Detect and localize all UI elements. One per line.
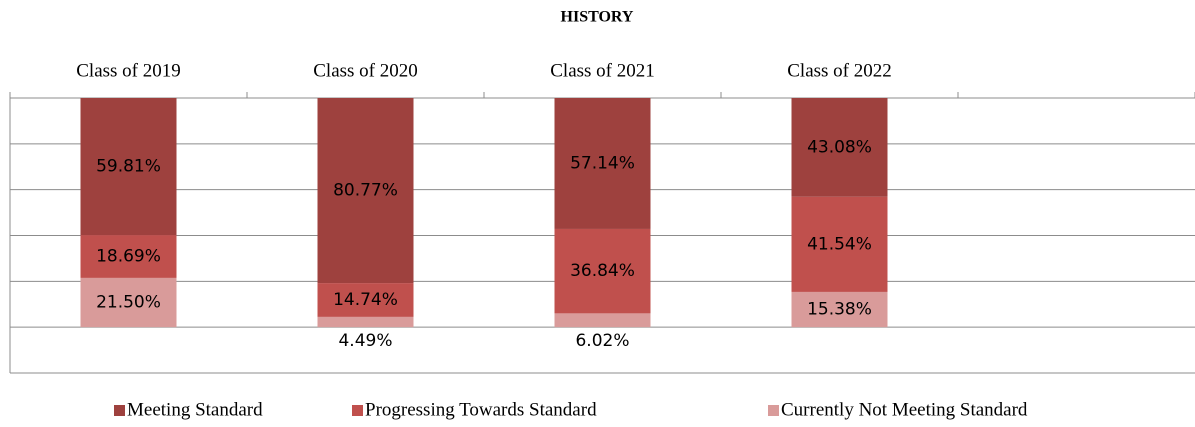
legend-swatch [352, 405, 363, 416]
bar-segment [317, 98, 414, 284]
x-tick-label: Class of 2020 [313, 60, 418, 81]
bar-segment [791, 196, 888, 292]
bar-segment [554, 98, 651, 229]
data-label: 59.81% [96, 157, 161, 177]
chart-title: HISTORY [561, 9, 634, 26]
legend-swatch [114, 405, 125, 416]
x-tick-label: Class of 2022 [787, 60, 892, 81]
data-label: 36.84% [570, 261, 635, 281]
legend-swatch [768, 405, 779, 416]
x-tick-label: Class of 2019 [76, 60, 181, 81]
data-label: 80.77% [333, 181, 398, 201]
bar-segment [317, 283, 414, 317]
bar-segment [554, 313, 651, 328]
data-label: 21.50% [96, 293, 161, 313]
data-label: 6.02% [575, 331, 629, 351]
legend-label: Meeting Standard [127, 399, 263, 420]
data-label: 14.74% [333, 290, 398, 310]
data-label: 57.14% [570, 153, 635, 173]
data-label: 18.69% [96, 246, 161, 266]
bar-segment [80, 98, 177, 236]
data-label: 4.49% [338, 331, 392, 351]
legend-label: Progressing Towards Standard [365, 399, 597, 420]
bar-segment [791, 291, 888, 328]
bar-segment [80, 277, 177, 328]
bar-segment [554, 228, 651, 314]
bar-segment [791, 98, 888, 197]
legend-label: Currently Not Meeting Standard [781, 399, 1028, 420]
x-tick-label: Class of 2021 [550, 60, 655, 81]
data-label: 15.38% [807, 300, 872, 320]
bar-segment [80, 235, 177, 278]
data-label: 43.08% [807, 137, 872, 157]
data-label: 41.54% [807, 234, 872, 254]
bar-segment [317, 316, 414, 328]
